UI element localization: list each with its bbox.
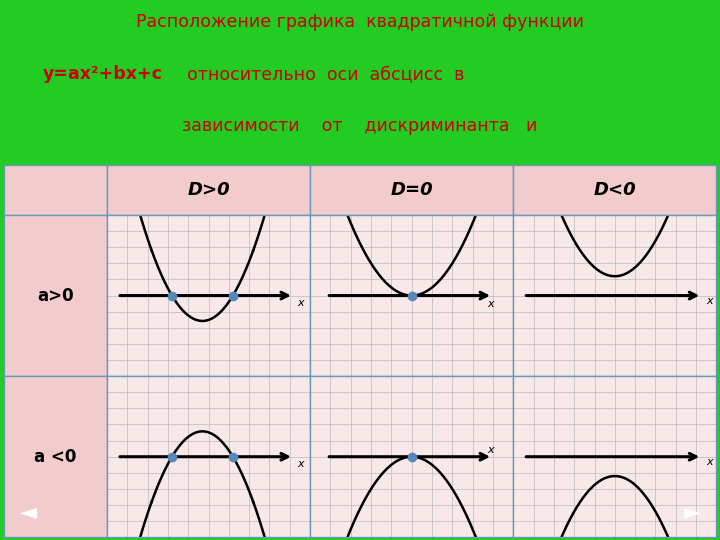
Text: D<0: D<0 [593,181,636,199]
Text: x: x [487,299,493,309]
Text: a <0: a <0 [34,448,76,465]
Text: относительно  оси  абсцисс  в: относительно оси абсцисс в [176,65,465,83]
Text: D=0: D=0 [390,181,433,199]
Text: ►: ► [684,502,701,522]
Text: x: x [487,446,493,455]
Text: Расположение графика  квадратичной функции: Расположение графика квадратичной функци… [136,13,584,31]
Text: D>0: D>0 [187,181,230,199]
Text: y=ax²+bx+c: y=ax²+bx+c [43,65,163,83]
Text: коэффициента а: коэффициента а [43,168,198,186]
Text: x: x [706,295,713,306]
Text: зависимости    от    дискриминанта   и: зависимости от дискриминанта и [182,117,538,134]
Text: x: x [297,459,304,469]
Text: a>0: a>0 [37,287,73,305]
Text: ◄: ◄ [19,502,37,522]
Text: x: x [706,457,713,467]
Text: x: x [297,298,304,308]
